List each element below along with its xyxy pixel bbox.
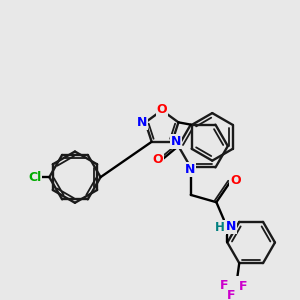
Text: Cl: Cl [28,171,41,184]
Text: N: N [226,220,236,233]
Text: O: O [157,103,167,116]
Text: N: N [171,135,181,148]
Text: N: N [136,116,147,129]
Text: F: F [239,280,247,293]
Text: F: F [220,280,229,292]
Text: O: O [230,174,241,187]
Text: N: N [184,163,195,176]
Text: H: H [215,221,225,234]
Text: O: O [152,153,163,166]
Text: F: F [227,289,235,300]
